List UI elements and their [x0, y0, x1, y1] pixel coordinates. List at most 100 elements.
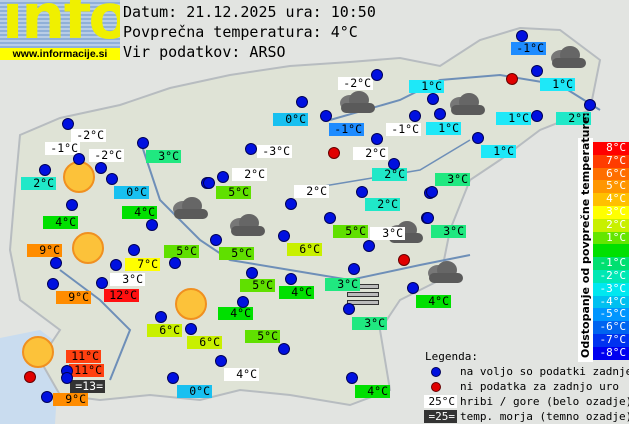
- station-temperature-label[interactable]: -1°C: [329, 123, 364, 136]
- station-temperature-label[interactable]: 4°C: [122, 206, 157, 219]
- station-marker[interactable]: [348, 263, 360, 275]
- station-marker[interactable]: [388, 158, 400, 170]
- station-marker[interactable]: [434, 108, 446, 120]
- station-temperature-label[interactable]: 2°C: [232, 168, 267, 181]
- station-temperature-label[interactable]: 1°C: [496, 112, 531, 125]
- station-temperature-label[interactable]: 2°C: [353, 147, 388, 160]
- station-marker[interactable]: [61, 372, 73, 384]
- station-marker[interactable]: [531, 110, 543, 122]
- station-marker[interactable]: [210, 234, 222, 246]
- station-temperature-label[interactable]: 2°C: [372, 168, 407, 181]
- station-marker[interactable]: [246, 267, 258, 279]
- station-marker[interactable]: [110, 259, 122, 271]
- station-marker[interactable]: [320, 110, 332, 122]
- station-marker[interactable]: [472, 132, 484, 144]
- station-marker[interactable]: [137, 137, 149, 149]
- station-marker[interactable]: [50, 257, 62, 269]
- station-temperature-label[interactable]: 3°C: [325, 278, 360, 291]
- station-temperature-label[interactable]: -1°C: [386, 123, 421, 136]
- station-marker[interactable]: [363, 240, 375, 252]
- station-temperature-label[interactable]: 1°C: [481, 145, 516, 158]
- station-temperature-label[interactable]: 4°C: [416, 295, 451, 308]
- station-temperature-label[interactable]: -2°C: [71, 129, 106, 142]
- station-no-data-marker[interactable]: [398, 254, 410, 266]
- station-marker[interactable]: [215, 355, 227, 367]
- station-temperature-label[interactable]: 2°C: [294, 185, 329, 198]
- station-temperature-label[interactable]: 3°C: [146, 150, 181, 163]
- station-temperature-label[interactable]: 5°C: [240, 279, 275, 292]
- station-temperature-label[interactable]: 9°C: [53, 393, 88, 406]
- station-marker[interactable]: [531, 65, 543, 77]
- station-temperature-label[interactable]: 3°C: [352, 317, 387, 330]
- station-marker[interactable]: [516, 30, 528, 42]
- station-temperature-label[interactable]: 0°C: [273, 113, 308, 126]
- station-marker[interactable]: [146, 219, 158, 231]
- station-no-data-marker[interactable]: [24, 371, 36, 383]
- station-temperature-label[interactable]: 9°C: [56, 291, 91, 304]
- station-marker[interactable]: [39, 164, 51, 176]
- station-temperature-label[interactable]: 4°C: [43, 216, 78, 229]
- station-marker[interactable]: [422, 212, 434, 224]
- station-temperature-label[interactable]: 2°C: [556, 112, 591, 125]
- station-temperature-label[interactable]: 4°C: [355, 385, 390, 398]
- station-temperature-label[interactable]: 5°C: [333, 225, 368, 238]
- station-temperature-label[interactable]: 12°C: [104, 289, 139, 302]
- station-marker[interactable]: [217, 171, 229, 183]
- station-temperature-label[interactable]: 4°C: [224, 368, 259, 381]
- station-marker[interactable]: [96, 277, 108, 289]
- station-marker[interactable]: [426, 186, 438, 198]
- station-marker[interactable]: [285, 198, 297, 210]
- sea-temperature-label[interactable]: =13=: [70, 380, 105, 393]
- station-temperature-label[interactable]: 2°C: [365, 198, 400, 211]
- station-marker[interactable]: [427, 93, 439, 105]
- station-marker[interactable]: [95, 162, 107, 174]
- station-marker[interactable]: [155, 311, 167, 323]
- station-temperature-label[interactable]: -2°C: [89, 149, 124, 162]
- station-marker[interactable]: [371, 133, 383, 145]
- station-marker[interactable]: [296, 96, 308, 108]
- station-marker[interactable]: [73, 153, 85, 165]
- station-marker[interactable]: [407, 282, 419, 294]
- station-temperature-label[interactable]: 3°C: [431, 225, 466, 238]
- station-temperature-label[interactable]: 3°C: [435, 173, 470, 186]
- station-temperature-label[interactable]: 5°C: [216, 186, 251, 199]
- station-temperature-label[interactable]: 5°C: [219, 247, 254, 260]
- station-temperature-label[interactable]: -3°C: [257, 145, 292, 158]
- station-temperature-label[interactable]: 1°C: [540, 78, 575, 91]
- station-temperature-label[interactable]: 6°C: [147, 324, 182, 337]
- station-temperature-label[interactable]: 2°C: [21, 177, 56, 190]
- station-temperature-label[interactable]: 11°C: [69, 364, 104, 377]
- station-marker[interactable]: [62, 118, 74, 130]
- station-marker[interactable]: [106, 173, 118, 185]
- station-marker[interactable]: [278, 230, 290, 242]
- station-temperature-label[interactable]: 0°C: [177, 385, 212, 398]
- station-temperature-label[interactable]: -1°C: [511, 42, 546, 55]
- station-temperature-label[interactable]: 5°C: [164, 245, 199, 258]
- station-temperature-label[interactable]: 4°C: [279, 286, 314, 299]
- station-marker[interactable]: [584, 99, 596, 111]
- station-temperature-label[interactable]: 6°C: [287, 243, 322, 256]
- station-marker[interactable]: [356, 186, 368, 198]
- station-marker[interactable]: [237, 296, 249, 308]
- station-temperature-label[interactable]: 1°C: [409, 80, 444, 93]
- station-marker[interactable]: [285, 273, 297, 285]
- station-marker[interactable]: [167, 372, 179, 384]
- station-no-data-marker[interactable]: [328, 147, 340, 159]
- station-temperature-label[interactable]: 7°C: [125, 258, 160, 271]
- station-temperature-label[interactable]: 0°C: [114, 186, 149, 199]
- station-marker[interactable]: [371, 69, 383, 81]
- station-marker[interactable]: [203, 177, 215, 189]
- station-marker[interactable]: [169, 257, 181, 269]
- station-temperature-label[interactable]: 5°C: [245, 330, 280, 343]
- station-temperature-label[interactable]: 4°C: [218, 307, 253, 320]
- station-temperature-label[interactable]: -1°C: [45, 142, 80, 155]
- station-marker[interactable]: [66, 199, 78, 211]
- station-no-data-marker[interactable]: [506, 73, 518, 85]
- station-marker[interactable]: [41, 391, 53, 403]
- logo-url-link[interactable]: www.informacije.si: [0, 48, 120, 60]
- station-marker[interactable]: [185, 323, 197, 335]
- station-temperature-label[interactable]: 9°C: [27, 244, 62, 257]
- station-marker[interactable]: [346, 372, 358, 384]
- station-temperature-label[interactable]: 11°C: [66, 350, 101, 363]
- station-temperature-label[interactable]: -2°C: [338, 77, 373, 90]
